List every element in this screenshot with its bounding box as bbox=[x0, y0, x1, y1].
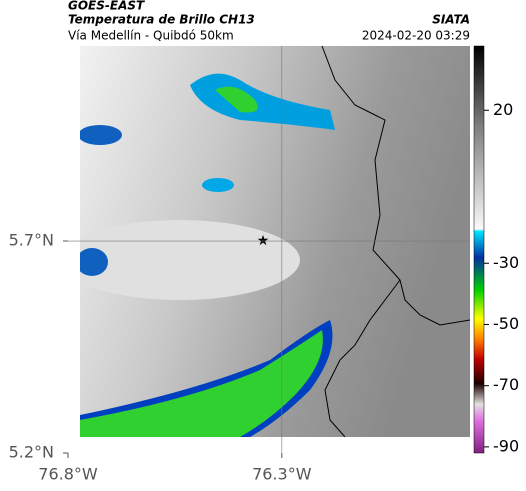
colorbar-tick-label: -50 bbox=[493, 314, 519, 333]
lon-tick-label: 76.3°W bbox=[252, 465, 312, 484]
satellite: GOES-EAST bbox=[68, 0, 145, 13]
colorbar-tick-label: -90 bbox=[493, 436, 519, 455]
lat-tick-label: 5.7°N bbox=[9, 231, 54, 250]
colorbar-tick-label: -70 bbox=[493, 375, 519, 394]
product: Temperatura de Brillo CH13 bbox=[68, 13, 255, 27]
axes: 76.8°W 76.3°W 5.7°N 5.2°N 20 -30 -50 -70 -90 bbox=[9, 46, 519, 484]
lon-tick-label: 76.8°W bbox=[38, 465, 98, 484]
datetime: 2024-02-20 03:29 bbox=[362, 29, 470, 43]
satellite-image bbox=[80, 46, 470, 437]
route: Vía Medellín - Quibdó 50km bbox=[68, 29, 234, 43]
colorbar-tick-label: 20 bbox=[493, 100, 513, 119]
colorbar bbox=[473, 45, 485, 454]
lat-tick-label: 5.2°N bbox=[9, 443, 54, 462]
source: SIATA bbox=[432, 13, 470, 27]
colorbar-tick-label: -30 bbox=[493, 253, 519, 272]
